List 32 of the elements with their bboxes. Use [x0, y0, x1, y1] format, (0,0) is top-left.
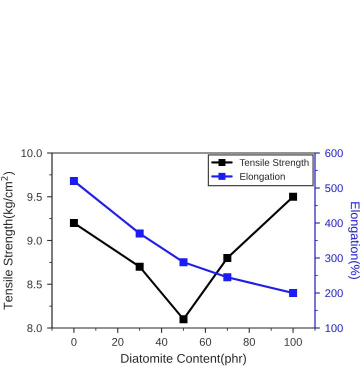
y2-tick-label: 500 — [325, 184, 343, 192]
point — [70, 219, 78, 227]
point — [289, 192, 298, 201]
y-tick-label: 9.0 — [27, 236, 42, 245]
x-tick-label: 40 — [156, 338, 168, 346]
point — [136, 230, 144, 238]
y2-tick-label: 600 — [325, 149, 343, 158]
y-tick-label: 9.5 — [27, 193, 42, 201]
point — [180, 315, 188, 324]
y2-tick-label: 300 — [325, 254, 343, 262]
y-tick-label: 8.5 — [27, 280, 42, 288]
legend-label: Elongation — [240, 172, 285, 182]
y2-tick-label: 200 — [325, 289, 343, 298]
x-tick-label: 0 — [71, 338, 77, 346]
x-axis-title: Diatomite Content(phr) — [121, 354, 246, 366]
point — [70, 177, 78, 185]
y-tick-label: 10.0 — [22, 149, 42, 158]
y2-axis-title: Elongation(%) — [348, 202, 360, 279]
point — [223, 273, 232, 282]
y-tick-label: 8.0 — [27, 324, 42, 332]
y-axis-title: Tensile Strength(kg/cm$^{2}$) — [1, 172, 15, 310]
legend-label: Tensile Strength — [240, 158, 309, 168]
point — [289, 289, 298, 297]
x-tick-label: 80 — [244, 338, 255, 346]
y2-tick-label: 400 — [324, 219, 343, 228]
x-tick-label: 20 — [112, 338, 124, 346]
point — [136, 262, 144, 271]
x-tick-label: 60 — [200, 338, 212, 346]
x-tick-label: 100 — [284, 338, 302, 346]
y2-tick-label: 100 — [326, 324, 343, 332]
point — [180, 258, 188, 266]
point — [223, 254, 232, 262]
